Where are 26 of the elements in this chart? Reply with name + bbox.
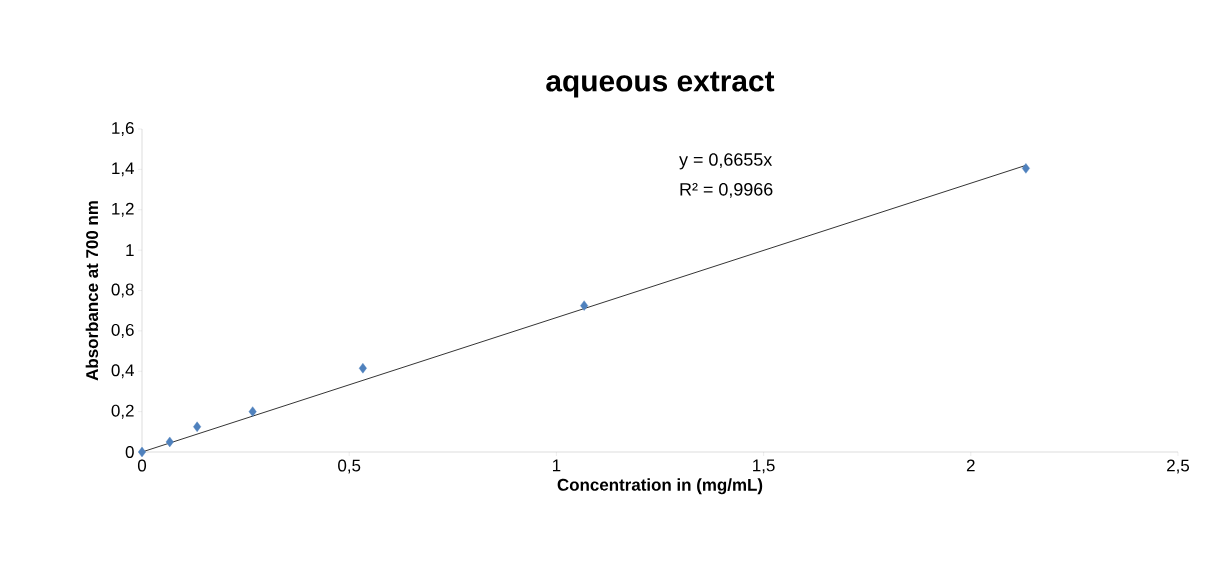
y-tick-label: 1,6	[112, 122, 134, 136]
x-tick-label: 1	[552, 459, 561, 472]
y-tick-label: 0,2	[111, 404, 134, 419]
point	[165, 436, 174, 448]
x-axis-title: Concentration in (mg/mL)	[557, 478, 763, 495]
x-tick-label: 2	[966, 459, 975, 472]
point	[1021, 163, 1030, 174]
y-tick-label: 0,4	[111, 364, 134, 379]
y-tick-label: 0,8	[111, 283, 134, 298]
chart-title: aqueous extract	[546, 71, 775, 98]
point	[580, 300, 589, 311]
point	[193, 421, 202, 432]
y-tick-label: 1	[126, 244, 134, 256]
annotation: y = 0,6655x	[679, 153, 773, 170]
y-tick-label: 0	[125, 446, 134, 458]
y-tick-label: 1,4	[112, 162, 134, 177]
x-tick-label: 2,5	[1167, 459, 1190, 474]
y-tick-label: 1,2	[112, 202, 134, 217]
x-tick-label: 0	[137, 459, 147, 472]
x-tick-label: 1,5	[753, 459, 775, 474]
y-tick-label: 0,6	[111, 323, 134, 338]
point	[248, 406, 257, 417]
point	[358, 363, 367, 374]
x-tick-label: 0,5	[338, 459, 361, 474]
annotation: R² = 0,9966	[680, 182, 773, 198]
y-axis-title: Absorbance at 700 nm	[85, 201, 99, 381]
